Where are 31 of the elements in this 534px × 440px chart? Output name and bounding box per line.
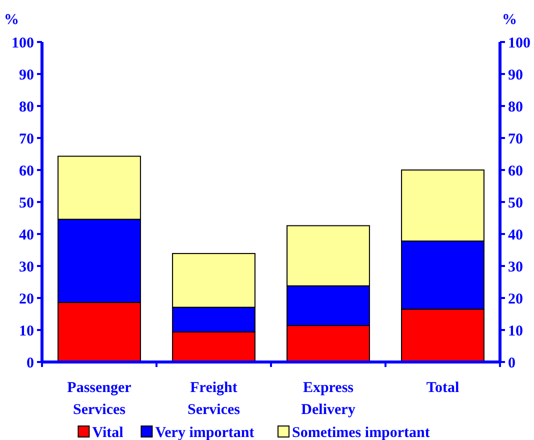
- x-tick-label: Express Delivery: [301, 380, 356, 418]
- y-axis-title: %: [4, 12, 19, 28]
- y-tick-label: 100: [12, 35, 34, 52]
- y2-tick-label: 10: [508, 323, 523, 340]
- y2-tick-label: 60: [508, 163, 523, 180]
- y2-axis-title: %: [502, 12, 517, 28]
- y2-tick-label: 40: [508, 227, 523, 244]
- x-tick-label: Freight Services: [188, 380, 240, 418]
- y2-tick-label: 80: [508, 99, 523, 116]
- x-tick-label: Total: [426, 380, 460, 396]
- y2-tick-label: 0: [508, 355, 516, 372]
- legend-label: Vital: [92, 425, 124, 440]
- y2-tick-label: 50: [508, 195, 523, 212]
- y-tick-label: 0: [26, 355, 34, 372]
- y2-tick-label: 30: [508, 259, 523, 276]
- y-tick-label: 30: [19, 259, 34, 276]
- y-tick-label: 20: [19, 291, 34, 308]
- y-tick-label: 10: [19, 323, 34, 340]
- legend-label: Sometimes important: [292, 425, 430, 440]
- y2-tick-label: 20: [508, 291, 523, 308]
- y-tick-label: 90: [19, 67, 34, 84]
- y-tick-label: 70: [19, 131, 34, 148]
- x-tick-label: Passenger Services: [67, 380, 132, 418]
- y-tick-label: 50: [19, 195, 34, 212]
- y2-tick-label: 100: [508, 35, 530, 52]
- y-tick-label: 80: [19, 99, 34, 116]
- y2-tick-label: 90: [508, 67, 523, 84]
- y-tick-label: 60: [19, 163, 34, 180]
- legend-label: Very important: [155, 425, 254, 440]
- y2-tick-label: 70: [508, 131, 523, 148]
- y-tick-label: 40: [19, 227, 34, 244]
